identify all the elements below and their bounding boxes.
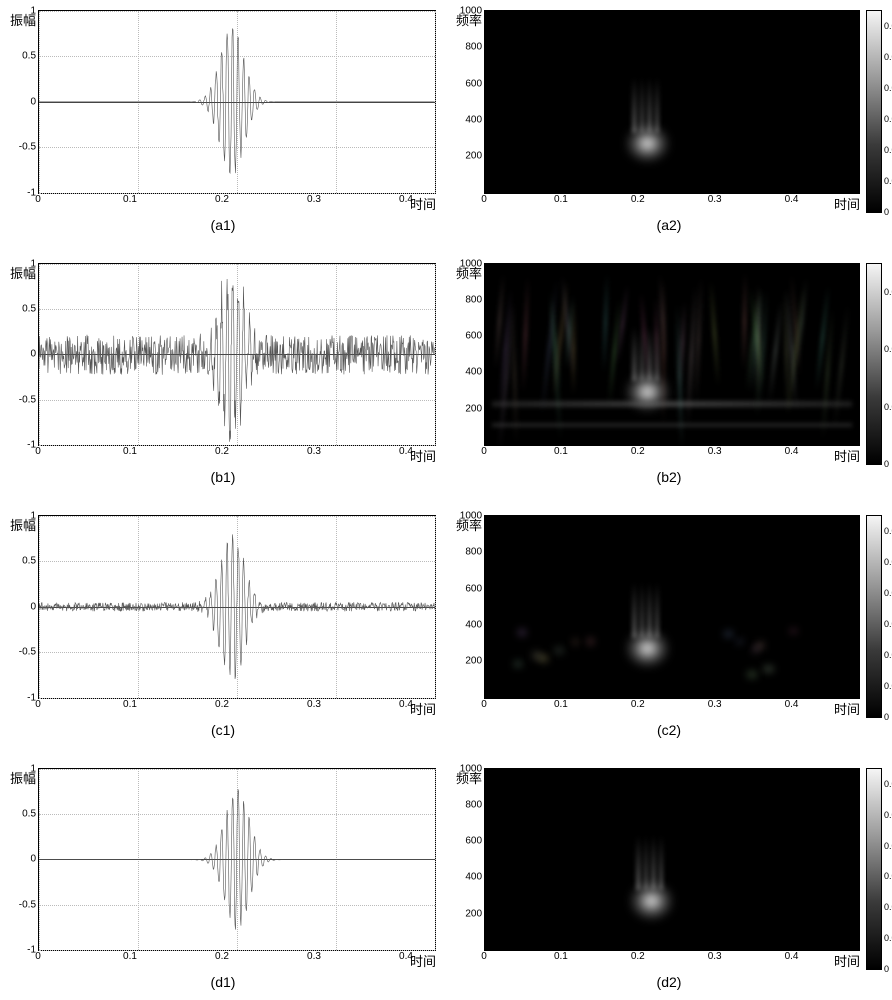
- figure-grid: 振幅 -1-0.500.51 00.10.20.30.4 时间 (a1) 频率 …: [10, 10, 882, 990]
- caption-b1: (b1): [10, 469, 436, 485]
- spectrogram-axes-b2: 2004006008001000: [484, 263, 860, 447]
- xlabel-time: 时间: [834, 951, 860, 970]
- xlabel-time: 时间: [410, 699, 436, 718]
- xlabel-time: 时间: [834, 699, 860, 718]
- caption-a2: (a2): [456, 217, 882, 233]
- waveform-axes-c1: -1-0.500.51: [38, 515, 436, 699]
- waveform-axes-b1: -1-0.500.51: [38, 263, 436, 447]
- xlabel-time: 时间: [834, 446, 860, 465]
- caption-b2: (b2): [456, 469, 882, 485]
- panel-b1: 振幅 -1-0.500.51 00.10.20.30.4 时间 (b1): [10, 263, 436, 486]
- spectrogram-axes-c2: 2004006008001000: [484, 515, 860, 699]
- panel-d1: 振幅 -1-0.500.51 00.10.20.30.4 时间 (d1): [10, 768, 436, 991]
- xlabel-time: 时间: [834, 194, 860, 213]
- caption-c1: (c1): [10, 722, 436, 738]
- colorbar-c2: 00.010.020.030.040.050.06: [866, 515, 882, 718]
- panel-c1: 振幅 -1-0.500.51 00.10.20.30.4 时间 (c1): [10, 515, 436, 738]
- spectrogram-axes-d2: 2004006008001000: [484, 768, 860, 952]
- panel-a1: 振幅 -1-0.500.51 00.10.20.30.4 时间 (a1): [10, 10, 436, 233]
- spectrogram-axes-a2: 2004006008001000: [484, 10, 860, 194]
- panel-d2: 频率 2004006008001000 00.10.20.30.4 时间 00.…: [456, 768, 882, 991]
- xlabel-time: 时间: [410, 446, 436, 465]
- panel-a2: 频率 2004006008001000 00.10.20.30.4 时间 00.…: [456, 10, 882, 233]
- xlabel-time: 时间: [410, 194, 436, 213]
- waveform-axes-a1: -1-0.500.51: [38, 10, 436, 194]
- caption-c2: (c2): [456, 722, 882, 738]
- caption-a1: (a1): [10, 217, 436, 233]
- colorbar-d2: 00.010.020.030.040.050.06: [866, 768, 882, 971]
- panel-c2: 频率 2004006008001000 00.10.20.30.4 时间 00.…: [456, 515, 882, 738]
- colorbar-a2: 00.010.020.030.040.050.06: [866, 10, 882, 213]
- xlabel-time: 时间: [410, 951, 436, 970]
- waveform-axes-d1: -1-0.500.51: [38, 768, 436, 952]
- caption-d1: (d1): [10, 974, 436, 990]
- caption-d2: (d2): [456, 974, 882, 990]
- colorbar-b2: 00.020.040.06: [866, 263, 882, 466]
- panel-b2: 频率 2004006008001000 00.10.20.30.4 时间 00.…: [456, 263, 882, 486]
